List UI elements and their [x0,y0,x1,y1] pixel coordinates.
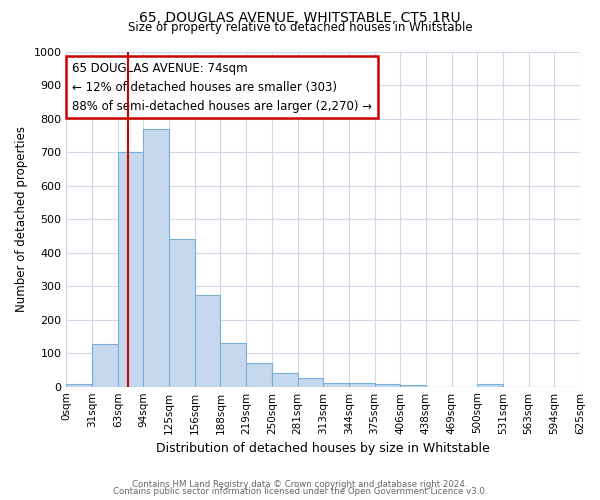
X-axis label: Distribution of detached houses by size in Whitstable: Distribution of detached houses by size … [157,442,490,455]
Bar [195,294,220,386]
Bar [169,239,195,386]
Bar [323,382,349,386]
Bar [246,363,272,386]
Bar [92,344,118,387]
Text: 65, DOUGLAS AVENUE, WHITSTABLE, CT5 1RU: 65, DOUGLAS AVENUE, WHITSTABLE, CT5 1RU [139,11,461,25]
Bar [220,343,246,386]
Bar [477,384,503,386]
Bar [67,384,92,386]
Bar [349,382,374,386]
Bar [272,374,298,386]
Bar [400,385,426,386]
Text: Contains HM Land Registry data © Crown copyright and database right 2024.: Contains HM Land Registry data © Crown c… [132,480,468,489]
Text: Size of property relative to detached houses in Whitstable: Size of property relative to detached ho… [128,21,472,34]
Bar [298,378,323,386]
Bar [374,384,400,386]
Bar [143,128,169,386]
Bar [118,152,143,386]
Text: Contains public sector information licensed under the Open Government Licence v3: Contains public sector information licen… [113,488,487,496]
Y-axis label: Number of detached properties: Number of detached properties [15,126,28,312]
Text: 65 DOUGLAS AVENUE: 74sqm
← 12% of detached houses are smaller (303)
88% of semi-: 65 DOUGLAS AVENUE: 74sqm ← 12% of detach… [71,62,371,112]
